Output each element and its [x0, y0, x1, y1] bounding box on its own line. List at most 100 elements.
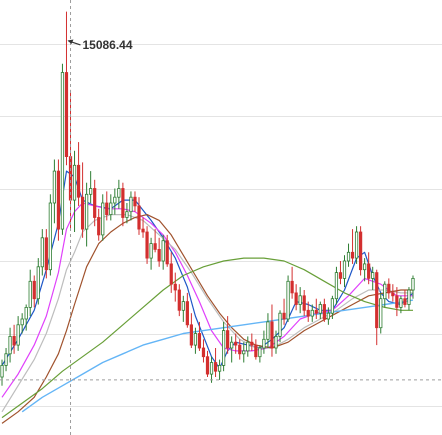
candle — [149, 237, 153, 270]
candle-body — [117, 188, 121, 198]
candle — [403, 290, 407, 308]
candle — [298, 287, 302, 314]
candle — [354, 226, 359, 264]
candle — [278, 310, 282, 343]
candle — [407, 287, 411, 311]
candle — [141, 217, 145, 238]
candle-body — [109, 202, 113, 215]
candle-body — [169, 263, 173, 285]
candle-body — [326, 312, 330, 320]
candle-body — [387, 283, 391, 294]
candle — [383, 281, 387, 308]
candle-body — [217, 364, 222, 372]
candle — [350, 229, 355, 264]
candle — [367, 252, 371, 285]
candle-body — [52, 170, 57, 204]
candle — [250, 333, 254, 351]
candle — [76, 142, 81, 206]
candle-body — [246, 341, 250, 352]
candle-body — [254, 344, 258, 358]
candle-body — [338, 272, 343, 279]
candle-body — [383, 283, 387, 300]
candle-body — [346, 251, 351, 262]
candle — [213, 348, 218, 377]
candle — [318, 301, 322, 319]
candle — [371, 266, 375, 290]
candle-body — [177, 289, 181, 311]
candle — [117, 179, 121, 209]
candle-body — [371, 272, 375, 279]
candle — [346, 243, 351, 267]
candle-body — [342, 260, 347, 279]
candle-body — [290, 280, 294, 294]
candle — [0, 359, 4, 386]
candle — [302, 290, 306, 317]
candle — [197, 321, 202, 351]
candle — [246, 336, 250, 357]
candle-body — [153, 243, 157, 250]
candle-body — [149, 243, 153, 259]
candle — [20, 313, 24, 334]
candle — [153, 229, 157, 253]
candle — [387, 278, 391, 299]
candle — [201, 339, 206, 363]
candle — [230, 336, 234, 363]
candle-body — [121, 188, 125, 218]
candle-body — [193, 333, 198, 346]
candle-body — [274, 335, 278, 349]
candle — [60, 63, 65, 235]
candle — [145, 226, 149, 264]
candle-body — [238, 344, 242, 355]
candle — [375, 269, 379, 346]
candle-body — [48, 202, 52, 271]
candle — [399, 295, 403, 314]
candle — [379, 292, 383, 334]
candle-body — [270, 321, 274, 349]
candle — [342, 255, 347, 288]
candle — [44, 229, 48, 279]
candle — [262, 330, 266, 354]
candle — [113, 188, 117, 215]
candle — [80, 162, 85, 238]
candle — [121, 182, 125, 227]
candle-body — [85, 193, 89, 230]
candle-body — [4, 353, 8, 366]
peak-value-label: 15086.44 — [82, 38, 132, 52]
candle — [258, 345, 262, 363]
candle — [28, 269, 32, 317]
candle-body — [298, 295, 302, 305]
candle-body — [242, 350, 246, 355]
candle — [36, 258, 40, 305]
candle-body — [40, 237, 44, 268]
candle-body — [80, 196, 85, 230]
candle — [193, 327, 198, 354]
candle — [242, 342, 246, 363]
candle — [314, 298, 318, 319]
candle — [358, 226, 363, 276]
candle — [274, 330, 278, 354]
candle — [395, 287, 399, 317]
candle-body — [330, 298, 335, 314]
candle — [222, 321, 226, 372]
candle — [234, 333, 238, 354]
candle-body — [16, 324, 20, 346]
candle-body — [64, 72, 69, 157]
candle — [105, 191, 109, 221]
candle-body — [230, 341, 234, 349]
candle-body — [234, 341, 238, 346]
peak-annotation: 15086.44 — [67, 38, 133, 52]
candle — [173, 272, 177, 302]
candle-body — [32, 280, 36, 300]
candle — [363, 258, 367, 282]
candle-body — [72, 164, 77, 201]
candle-body — [89, 188, 93, 195]
candle-body — [0, 364, 4, 378]
candle-body — [197, 333, 202, 349]
annotation-arrowhead — [67, 39, 74, 44]
candle-body — [173, 283, 177, 291]
candle — [189, 313, 193, 348]
candle — [16, 316, 20, 351]
